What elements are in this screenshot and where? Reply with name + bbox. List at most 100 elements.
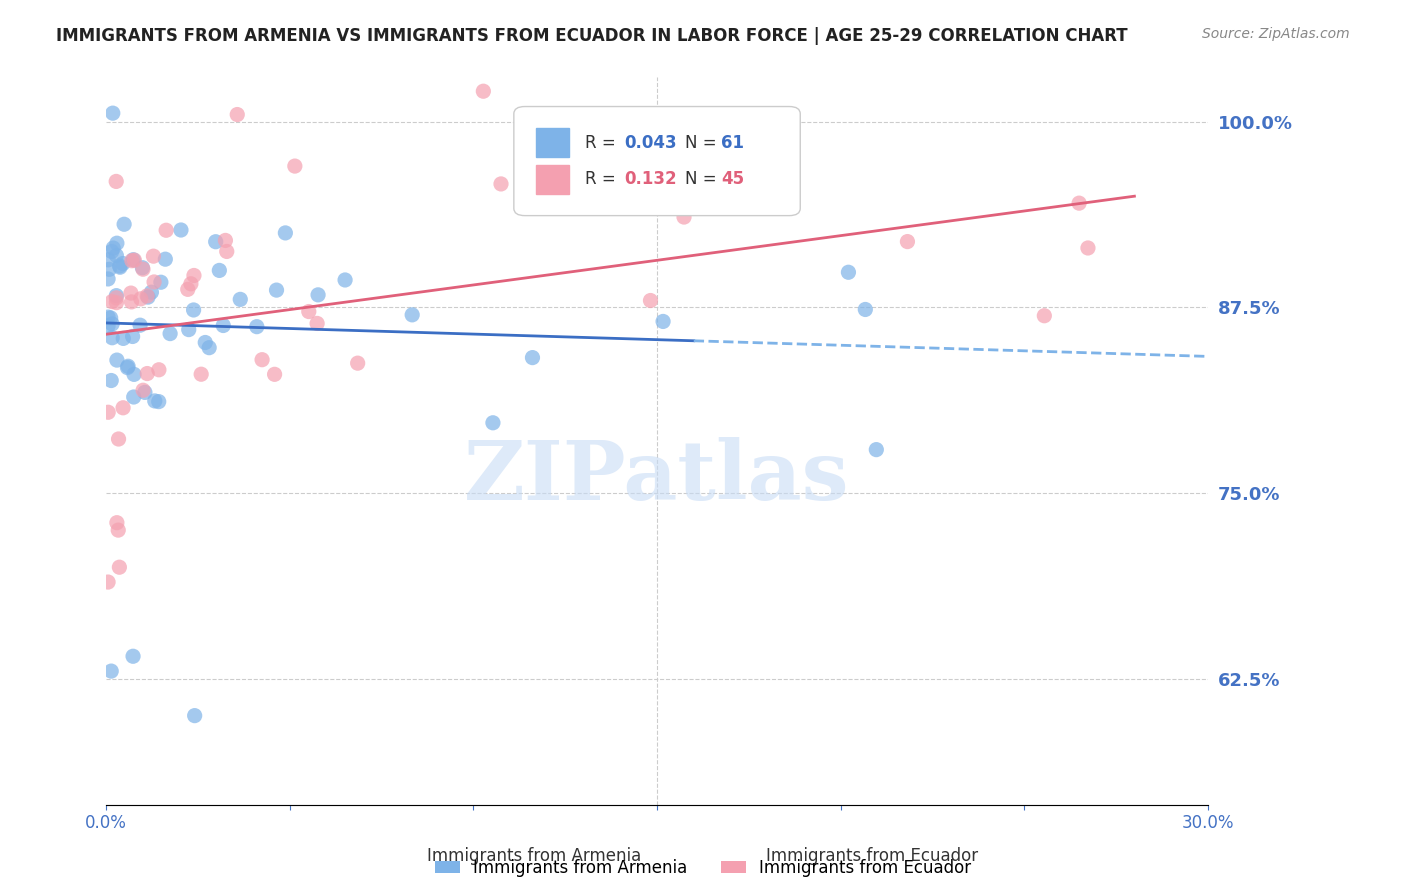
Immigrants from Armenia <box>482 416 505 430</box>
Immigrants from Armenia <box>112 217 135 231</box>
Immigrants from Ecuador <box>105 295 128 310</box>
Immigrants from Armenia <box>111 256 134 270</box>
Immigrants from Ecuador <box>298 304 321 318</box>
Immigrants from Armenia <box>134 385 156 400</box>
Text: N =: N = <box>685 170 716 188</box>
Immigrants from Armenia <box>121 329 143 343</box>
Text: 61: 61 <box>721 134 744 152</box>
Immigrants from Ecuador <box>136 367 159 381</box>
Immigrants from Ecuador <box>124 253 146 268</box>
Immigrants from Ecuador <box>143 275 166 289</box>
Immigrants from Armenia <box>122 368 145 382</box>
Immigrants from Ecuador <box>155 223 177 237</box>
Immigrants from Armenia <box>266 283 288 297</box>
Text: ZIPatlas: ZIPatlas <box>464 437 849 517</box>
Immigrants from Armenia <box>837 265 859 279</box>
Immigrants from Ecuador <box>136 289 159 303</box>
Immigrants from Armenia <box>148 394 170 409</box>
Text: 0.043: 0.043 <box>624 134 676 152</box>
Immigrants from Ecuador <box>148 363 170 377</box>
Immigrants from Armenia <box>97 318 120 333</box>
Immigrants from Ecuador <box>263 368 285 382</box>
Immigrants from Armenia <box>108 259 131 273</box>
Immigrants from Armenia <box>208 263 231 277</box>
Immigrants from Ecuador <box>215 244 238 259</box>
Immigrants from Armenia <box>183 708 205 723</box>
Immigrants from Armenia <box>105 236 128 251</box>
Immigrants from Armenia <box>246 319 269 334</box>
Immigrants from Armenia <box>229 293 252 307</box>
Immigrants from Armenia <box>98 262 121 277</box>
Immigrants from Armenia <box>97 252 120 267</box>
Immigrants from Ecuador <box>183 268 205 283</box>
Immigrants from Armenia <box>100 664 122 678</box>
Bar <box>536 165 569 194</box>
Immigrants from Armenia <box>194 335 217 350</box>
Immigrants from Ecuador <box>284 159 307 173</box>
Immigrants from Ecuador <box>121 253 143 268</box>
Immigrants from Armenia <box>212 318 235 333</box>
Text: Immigrants from Ecuador: Immigrants from Ecuador <box>766 847 977 865</box>
Text: Source: ZipAtlas.com: Source: ZipAtlas.com <box>1202 27 1350 41</box>
Immigrants from Armenia <box>122 390 145 404</box>
Immigrants from Ecuador <box>177 282 200 296</box>
Immigrants from Ecuador <box>1033 309 1056 323</box>
Immigrants from Armenia <box>143 393 166 408</box>
Immigrants from Armenia <box>522 351 544 365</box>
Immigrants from Armenia <box>853 302 876 317</box>
Immigrants from Armenia <box>149 275 172 289</box>
Text: R =: R = <box>585 134 616 152</box>
Text: 0.132: 0.132 <box>624 170 676 188</box>
Immigrants from Ecuador <box>307 317 329 331</box>
Immigrants from Armenia <box>117 359 139 374</box>
Immigrants from Ecuador <box>112 401 135 415</box>
Immigrants from Armenia <box>159 326 181 341</box>
Immigrants from Ecuador <box>97 575 120 590</box>
Immigrants from Armenia <box>97 310 120 324</box>
Immigrants from Ecuador <box>673 210 696 224</box>
Immigrants from Ecuador <box>472 84 495 98</box>
Immigrants from Armenia <box>100 244 122 259</box>
Immigrants from Ecuador <box>107 523 129 537</box>
Immigrants from Armenia <box>100 310 122 325</box>
Immigrants from Ecuador <box>180 277 202 291</box>
Immigrants from Armenia <box>129 318 152 333</box>
Immigrants from Armenia <box>401 308 423 322</box>
Immigrants from Armenia <box>101 106 124 120</box>
Immigrants from Armenia <box>198 341 221 355</box>
Immigrants from Ecuador <box>1077 241 1099 255</box>
Immigrants from Armenia <box>112 331 135 345</box>
Immigrants from Armenia <box>105 353 128 368</box>
Immigrants from Armenia <box>652 314 675 328</box>
Immigrants from Armenia <box>105 248 128 262</box>
Text: N =: N = <box>685 134 716 152</box>
Immigrants from Armenia <box>117 360 139 375</box>
Immigrants from Armenia <box>97 272 120 286</box>
Immigrants from Ecuador <box>226 107 249 121</box>
Text: 45: 45 <box>721 170 744 188</box>
Immigrants from Armenia <box>122 649 145 664</box>
Immigrants from Ecuador <box>101 294 124 309</box>
Immigrants from Ecuador <box>108 560 131 574</box>
Immigrants from Ecuador <box>121 294 143 309</box>
Immigrants from Armenia <box>141 285 163 300</box>
Immigrants from Armenia <box>183 302 205 317</box>
Immigrants from Ecuador <box>640 293 662 308</box>
Immigrants from Armenia <box>204 235 226 249</box>
Immigrants from Armenia <box>155 252 177 267</box>
Immigrants from Ecuador <box>250 352 273 367</box>
Immigrants from Ecuador <box>105 516 128 530</box>
Immigrants from Armenia <box>105 288 128 302</box>
Immigrants from Armenia <box>100 374 122 388</box>
Immigrants from Armenia <box>108 260 131 275</box>
Text: Immigrants from Armenia: Immigrants from Armenia <box>427 847 641 865</box>
Immigrants from Ecuador <box>896 235 918 249</box>
Immigrants from Armenia <box>865 442 887 457</box>
Immigrants from Ecuador <box>132 262 155 277</box>
Legend: Immigrants from Armenia, Immigrants from Ecuador: Immigrants from Armenia, Immigrants from… <box>429 853 977 884</box>
Immigrants from Armenia <box>333 273 356 287</box>
Immigrants from Armenia <box>274 226 297 240</box>
Immigrants from Ecuador <box>129 292 152 306</box>
Immigrants from Ecuador <box>1069 196 1091 211</box>
Immigrants from Armenia <box>122 252 145 267</box>
